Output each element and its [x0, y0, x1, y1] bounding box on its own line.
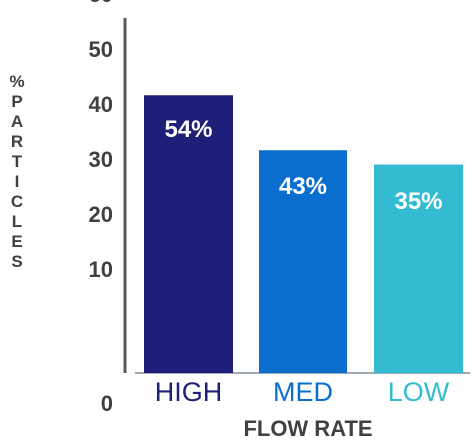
- x-axis-categories: HIGH MED LOW: [155, 377, 450, 407]
- y-tick-label: 30: [89, 147, 113, 172]
- bar-high: [144, 95, 233, 373]
- y-axis-label-letter: E: [11, 232, 22, 251]
- bar-data-label: 54%: [164, 116, 212, 143]
- x-category-label: LOW: [388, 377, 450, 407]
- y-axis-label-letter: P: [11, 92, 22, 111]
- y-axis-label-letter: R: [11, 132, 23, 151]
- y-tick-label: 40: [89, 92, 113, 117]
- y-axis-label-letter: I: [15, 172, 20, 191]
- y-axis-label-letter: C: [11, 192, 23, 211]
- y-axis-label-letter: A: [11, 112, 23, 131]
- bar-data-labels: 54% 43% 35%: [164, 116, 442, 215]
- x-axis-label: FLOW RATE: [243, 416, 372, 441]
- bar-data-label: 35%: [394, 188, 442, 215]
- y-tick-label: 50: [89, 37, 113, 62]
- bars: [144, 95, 463, 373]
- y-axis-label-letter: %: [9, 72, 24, 91]
- bar-data-label: 43%: [279, 173, 327, 200]
- y-axis-ticks: 0 10 20 30 40 50 60: [89, 0, 113, 416]
- bar-low: [374, 164, 463, 373]
- x-category-label: HIGH: [155, 377, 223, 407]
- x-category-label: MED: [273, 377, 333, 407]
- y-tick-label: 60: [89, 0, 113, 7]
- y-axis-label-letter: S: [11, 252, 22, 271]
- y-axis-label-letter: L: [12, 212, 22, 231]
- y-axis-label-letter: T: [12, 152, 23, 171]
- y-tick-label: 20: [89, 202, 113, 227]
- y-tick-label: 0: [101, 391, 113, 416]
- bar-med: [259, 150, 347, 373]
- y-tick-label: 10: [89, 257, 113, 282]
